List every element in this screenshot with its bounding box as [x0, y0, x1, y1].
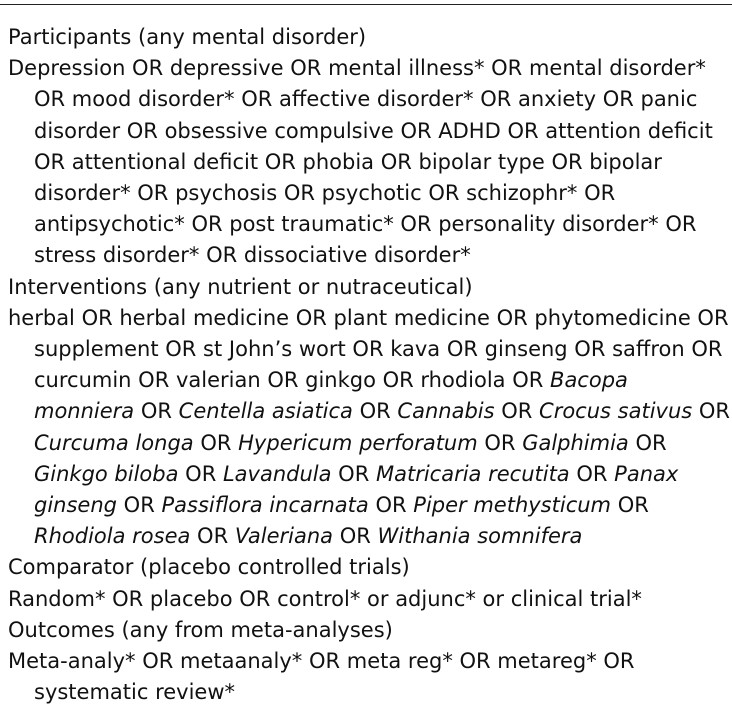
search-term-text: Meta-analy* OR metaanaly* OR meta reg* O… — [8, 649, 635, 705]
search-term-text: OR — [178, 461, 223, 486]
scientific-name: Rhodiola rosea — [34, 524, 191, 549]
scientific-name: Cannabis — [397, 399, 495, 424]
search-term-text: Depression OR depressive OR mental illne… — [8, 56, 713, 268]
scientific-name: Centella asiatica — [178, 399, 353, 424]
scientific-name: Hypericum perforatum — [238, 430, 478, 455]
scientific-name: Crocus sativus — [539, 399, 693, 424]
scientific-name: Passiflora incarnata — [161, 493, 369, 518]
scientific-name: Withania somnifera — [377, 524, 583, 549]
scientific-name: Panax ginseng — [34, 461, 679, 518]
search-term-text: Random* OR placebo OR control* or adjunc… — [8, 586, 642, 611]
scientific-name: Lavandula — [222, 461, 332, 486]
section-heading: Interventions (any nutrient or nutraceut… — [8, 274, 473, 299]
scientific-name: Valeriana — [234, 524, 334, 549]
search-term-text: OR — [352, 399, 398, 424]
search-term-text: OR — [628, 430, 667, 455]
search-term-text: OR — [477, 430, 523, 455]
search-term-text: OR — [116, 493, 162, 518]
search-term-text: OR — [494, 399, 540, 424]
search-term-text: OR — [193, 430, 239, 455]
section-heading: Outcomes (any from meta-analyses) — [8, 617, 393, 642]
search-terms: herbal OR herbal medicine OR plant medic… — [8, 303, 730, 553]
search-term-text: OR — [134, 399, 179, 424]
search-terms: Meta-analy* OR metaanaly* OR meta reg* O… — [8, 646, 730, 708]
scientific-name: Ginkgo biloba — [34, 461, 179, 486]
search-terms: Depression OR depressive OR mental illne… — [8, 53, 730, 271]
search-term-text: OR — [333, 524, 378, 549]
scientific-name: Piper methysticum — [413, 493, 612, 518]
scientific-name: Curcuma longa — [34, 430, 194, 455]
scientific-name: Matricaria recutita — [375, 461, 570, 486]
section-heading: Comparator (placebo controlled trials) — [8, 555, 410, 580]
search-term-text: OR — [190, 524, 235, 549]
search-term-text: OR — [611, 493, 649, 518]
scientific-name: Bacopa monniera — [34, 368, 628, 424]
search-term-text: OR — [569, 461, 615, 486]
table-top-rule — [0, 4, 732, 5]
section-heading: Participants (any mental disorder) — [8, 25, 367, 49]
search-term-text: herbal OR herbal medicine OR plant medic… — [8, 305, 729, 393]
search-term-text: OR — [368, 493, 414, 518]
search-term-text: OR — [331, 461, 376, 486]
search-terms: Random* OR placebo OR control* or adjunc… — [8, 584, 730, 615]
scientific-name: Galphimia — [522, 430, 629, 455]
search-term-text: OR — [692, 399, 731, 424]
search-strategy-table: Participants (any mental disorder) Depres… — [8, 22, 730, 708]
